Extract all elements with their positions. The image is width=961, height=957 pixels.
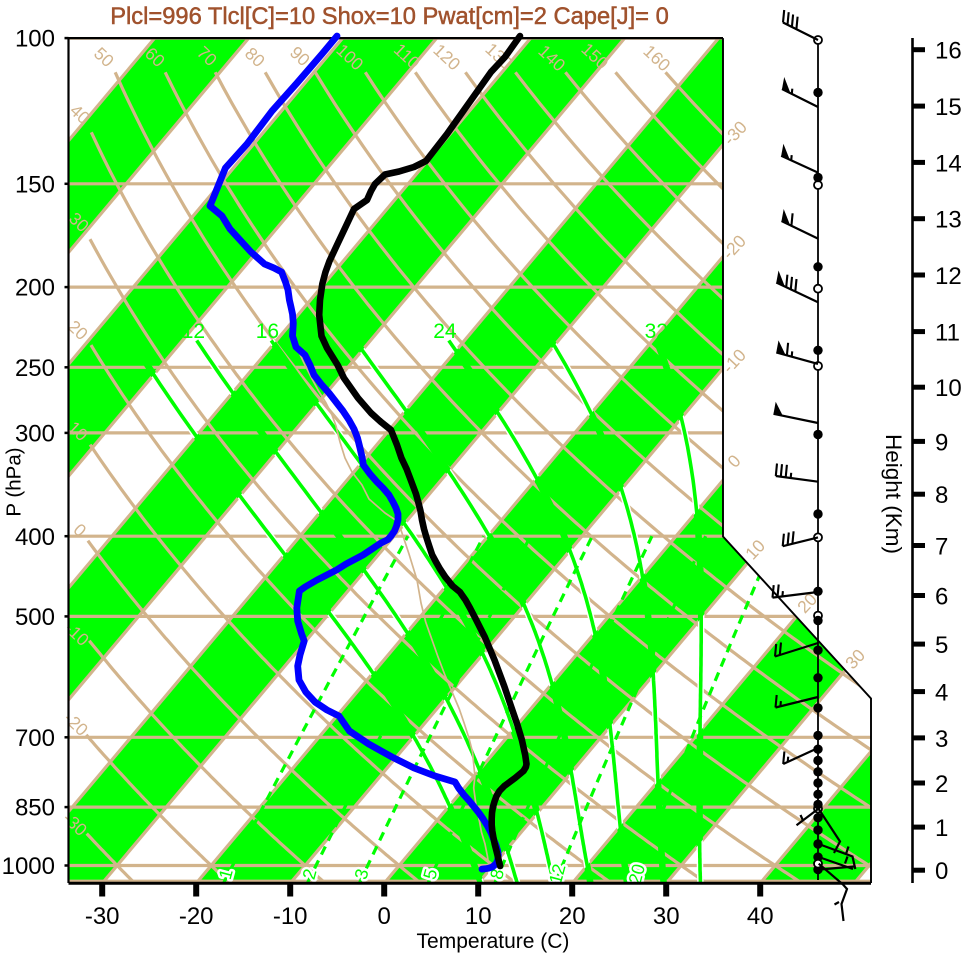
svg-text:850: 850 <box>15 795 55 822</box>
svg-text:28: 28 <box>537 320 560 343</box>
svg-text:12: 12 <box>182 320 205 343</box>
svg-text:7: 7 <box>935 534 948 561</box>
svg-text:700: 700 <box>15 725 55 752</box>
svg-text:4: 4 <box>935 680 948 707</box>
svg-text:20: 20 <box>339 320 362 343</box>
svg-text:Plcl=996 Tlcl[C]=10 Shox=10 Pw: Plcl=996 Tlcl[C]=10 Shox=10 Pwat[cm]=2 C… <box>110 4 669 30</box>
svg-text:15: 15 <box>935 94 961 121</box>
svg-text:14: 14 <box>935 150 961 177</box>
svg-text:500: 500 <box>15 604 55 631</box>
svg-text:8: 8 <box>935 482 948 509</box>
svg-text:6: 6 <box>935 584 948 611</box>
svg-text:12: 12 <box>935 263 961 290</box>
svg-text:10: 10 <box>465 903 492 930</box>
svg-text:10: 10 <box>935 375 961 402</box>
svg-text:100: 100 <box>15 26 55 53</box>
svg-text:30: 30 <box>653 903 680 930</box>
svg-text:8: 8 <box>123 320 135 343</box>
svg-text:13: 13 <box>935 207 961 234</box>
svg-text:P (hPa): P (hPa) <box>3 447 26 516</box>
svg-text:1: 1 <box>935 815 948 842</box>
svg-text:16: 16 <box>256 320 279 343</box>
svg-text:1000: 1000 <box>2 853 55 880</box>
svg-text:24: 24 <box>433 320 457 343</box>
svg-text:400: 400 <box>15 524 55 551</box>
svg-text:11: 11 <box>935 320 960 347</box>
svg-text:Height (Km): Height (Km) <box>881 434 906 554</box>
svg-text:200: 200 <box>15 275 55 302</box>
svg-text:16: 16 <box>935 38 961 65</box>
svg-text:-30: -30 <box>85 903 120 930</box>
svg-text:5: 5 <box>935 632 948 659</box>
svg-text:-10: -10 <box>273 903 308 930</box>
svg-text:-20: -20 <box>179 903 214 930</box>
svg-text:20: 20 <box>559 903 586 930</box>
svg-text:300: 300 <box>15 421 55 448</box>
svg-text:Temperature (C): Temperature (C) <box>417 930 570 953</box>
svg-text:40: 40 <box>747 903 774 930</box>
svg-text:3: 3 <box>935 726 948 753</box>
svg-text:0: 0 <box>935 858 948 885</box>
svg-text:32: 32 <box>645 320 668 343</box>
svg-text:150: 150 <box>15 171 55 198</box>
svg-text:9: 9 <box>935 429 948 456</box>
svg-text:250: 250 <box>15 355 55 382</box>
svg-text:0: 0 <box>378 903 391 930</box>
svg-text:2: 2 <box>935 771 948 798</box>
